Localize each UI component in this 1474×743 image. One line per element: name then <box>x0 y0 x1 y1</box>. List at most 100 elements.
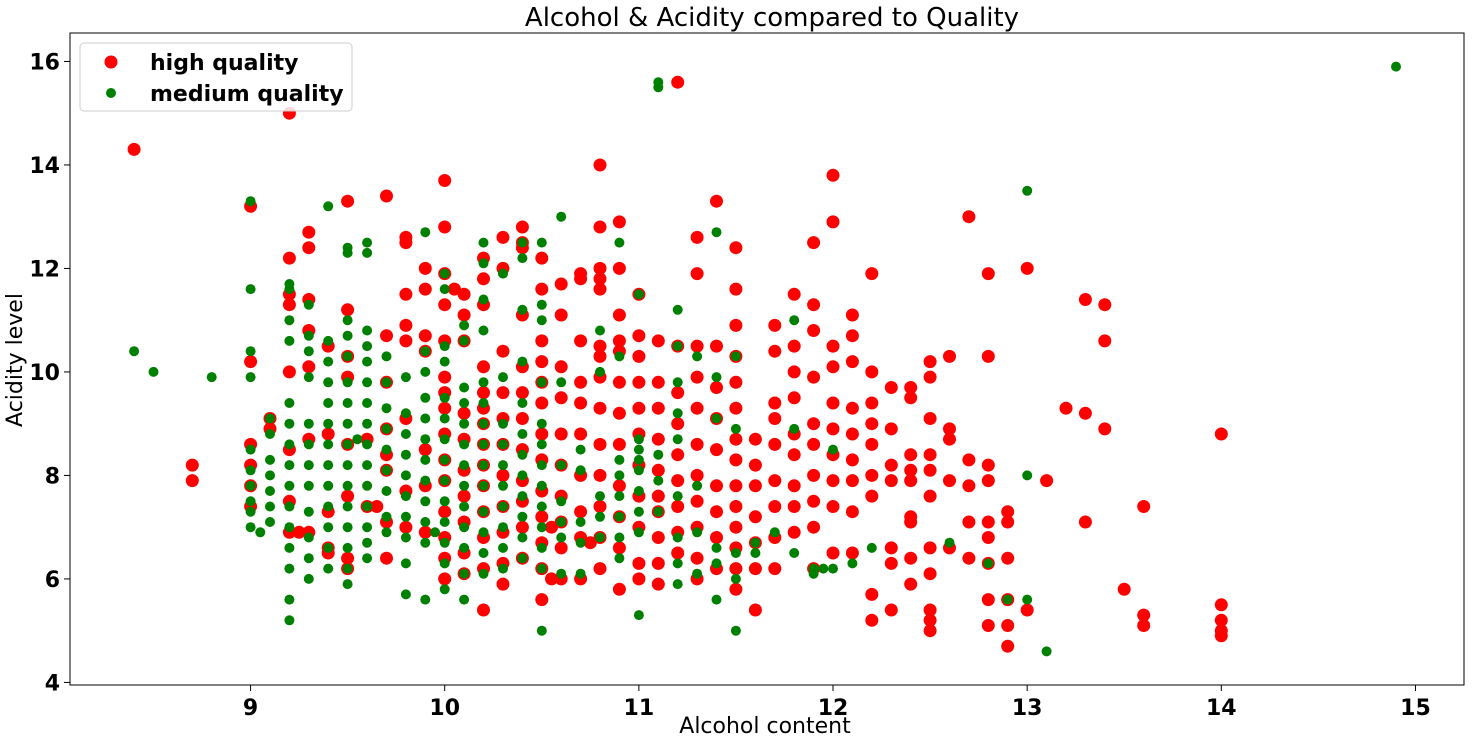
y-axis-ticks: 4 6 8 10 12 14 16 <box>29 50 70 696</box>
point-medium-quality-283 <box>1041 646 1052 657</box>
point-medium-quality-255 <box>711 413 722 424</box>
point-medium-quality-42 <box>303 460 314 471</box>
point-medium-quality-37 <box>303 330 314 341</box>
point-high-quality-318 <box>884 381 898 394</box>
point-medium-quality-275 <box>847 558 858 569</box>
point-medium-quality-206 <box>556 532 567 543</box>
point-high-quality-385 <box>1214 598 1228 612</box>
point-medium-quality-174 <box>498 542 508 553</box>
point-high-quality-309 <box>865 267 879 281</box>
point-high-quality-230 <box>690 551 704 565</box>
point-medium-quality-247 <box>672 558 683 569</box>
point-high-quality-186 <box>612 437 626 451</box>
point-medium-quality-225 <box>614 553 625 564</box>
point-medium-quality-176 <box>517 237 528 248</box>
point-high-quality-53 <box>399 287 413 301</box>
point-high-quality-184 <box>612 375 626 389</box>
point-medium-quality-180 <box>517 398 528 408</box>
point-high-quality-306 <box>845 474 859 488</box>
point-high-quality-33 <box>341 303 355 317</box>
point-high-quality-105 <box>477 603 490 617</box>
point-high-quality-308 <box>845 546 859 560</box>
point-high-quality-24 <box>302 360 316 374</box>
point-high-quality-187 <box>612 479 626 493</box>
point-medium-quality-116 <box>420 413 431 424</box>
point-high-quality-343 <box>923 613 937 627</box>
point-high-quality-224 <box>690 370 704 384</box>
point-medium-quality-65 <box>342 351 353 362</box>
point-high-quality-319 <box>884 422 898 436</box>
point-high-quality-156 <box>574 334 588 348</box>
point-medium-quality-234 <box>633 610 644 621</box>
point-medium-quality-70 <box>342 460 353 471</box>
point-medium-quality-248 <box>672 579 683 590</box>
point-medium-quality-141 <box>459 382 470 393</box>
point-high-quality-245 <box>729 375 743 389</box>
point-high-quality-109 <box>496 386 510 400</box>
point-medium-quality-47 <box>303 573 314 584</box>
point-medium-quality-154 <box>478 294 489 305</box>
point-medium-quality-215 <box>595 491 605 502</box>
point-high-quality-286 <box>807 468 821 482</box>
point-high-quality-279 <box>787 525 801 539</box>
point-medium-quality-254 <box>711 372 722 383</box>
point-high-quality-161 <box>574 505 588 519</box>
point-high-quality-355 <box>981 267 995 281</box>
point-medium-quality-147 <box>459 501 470 512</box>
point-medium-quality-24 <box>284 335 295 346</box>
point-high-quality-19 <box>292 525 306 539</box>
point-high-quality-386 <box>1214 613 1228 627</box>
point-medium-quality-240 <box>672 304 683 315</box>
point-medium-quality-266 <box>769 527 780 538</box>
point-high-quality-266 <box>768 437 782 451</box>
point-high-quality-256 <box>748 458 762 472</box>
point-medium-quality-268 <box>789 423 800 434</box>
point-high-quality-348 <box>943 474 956 488</box>
point-high-quality-325 <box>904 381 918 394</box>
point-medium-quality-228 <box>633 444 644 455</box>
point-medium-quality-120 <box>420 496 431 507</box>
point-medium-quality-7 <box>245 444 256 455</box>
point-high-quality-14 <box>282 298 296 312</box>
point-high-quality-336 <box>923 412 937 425</box>
point-medium-quality-43 <box>303 480 314 491</box>
point-high-quality-165 <box>593 158 607 172</box>
point-high-quality-216 <box>671 448 685 462</box>
point-high-quality-116 <box>496 577 510 591</box>
point-medium-quality-102 <box>400 372 411 383</box>
point-medium-quality-49 <box>323 335 334 346</box>
point-medium-quality-10 <box>245 496 256 507</box>
legend-box <box>79 42 353 112</box>
point-medium-quality-60 <box>323 563 334 574</box>
point-medium-quality-115 <box>420 392 431 403</box>
point-medium-quality-44 <box>303 506 314 517</box>
point-medium-quality-277 <box>944 537 955 548</box>
point-medium-quality-52 <box>323 398 334 408</box>
point-high-quality-369 <box>1001 639 1015 653</box>
point-high-quality-32 <box>341 194 355 208</box>
point-high-quality-353 <box>962 515 976 529</box>
point-medium-quality-227 <box>633 434 644 445</box>
points-layer <box>127 61 1401 657</box>
point-high-quality-80 <box>438 572 452 586</box>
point-high-quality-67 <box>438 220 452 234</box>
point-high-quality-337 <box>923 448 937 462</box>
x-tick-label: 12 <box>818 696 849 721</box>
point-medium-quality-77 <box>352 434 363 445</box>
point-medium-quality-28 <box>284 460 295 471</box>
point-medium-quality-157 <box>478 398 489 408</box>
point-medium-quality-184 <box>517 491 528 502</box>
point-high-quality-294 <box>826 396 840 410</box>
legend-marker-high-quality <box>104 55 118 69</box>
point-high-quality-322 <box>884 541 898 555</box>
point-high-quality-131 <box>535 334 549 348</box>
point-high-quality-242 <box>729 282 743 296</box>
point-medium-quality-217 <box>595 532 605 543</box>
point-high-quality-312 <box>865 417 879 431</box>
point-high-quality-327 <box>904 448 918 462</box>
point-high-quality-351 <box>962 453 976 467</box>
point-high-quality-173 <box>593 401 607 415</box>
point-high-quality-281 <box>807 298 821 312</box>
point-medium-quality-13 <box>255 527 266 538</box>
point-medium-quality-75 <box>342 563 353 574</box>
